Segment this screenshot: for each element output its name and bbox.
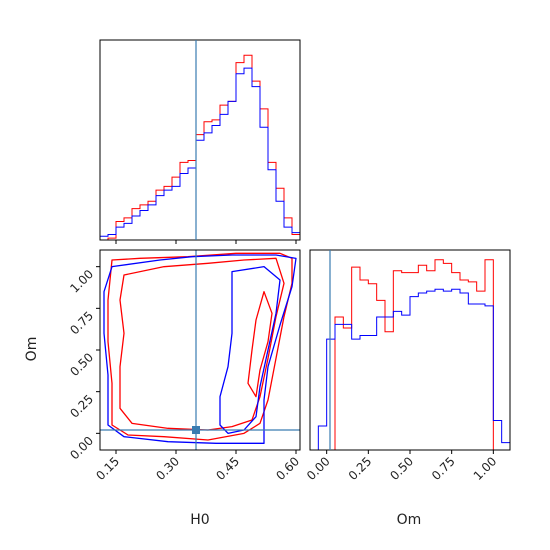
contour-xtick-label-2: 0.45 <box>213 454 242 483</box>
contour-red-level-2 <box>247 291 273 398</box>
contour-xtick-label-1: 0.30 <box>153 454 182 483</box>
h0-frame <box>99 39 301 241</box>
contour-blue-level-1 <box>219 266 281 434</box>
h0-hist-red-series <box>99 54 300 241</box>
om-xtick-label-4: 1.00 <box>471 454 500 483</box>
om-frame <box>309 249 511 451</box>
contour-lines <box>103 252 297 444</box>
contour-panel: 0.15 0.30 0.45 0.60 0.00 0.25 0.50 0.75 1.00 <box>67 249 302 483</box>
om-xtick-label-2: 0.50 <box>387 454 416 483</box>
contour-xtick-label-3: 0.60 <box>273 454 302 483</box>
contour-ytick-label-4: 1.00 <box>67 267 96 296</box>
xlabel-h0: H0 <box>190 512 209 528</box>
h0-hist-blue-series <box>99 67 300 239</box>
om-xtick-label-1: 0.25 <box>346 454 375 483</box>
truth-marker <box>192 426 200 434</box>
om-hist-blue-series <box>309 288 510 451</box>
hist-h0-panel <box>99 39 301 244</box>
contour-blue-level-0 <box>103 254 297 444</box>
om-xtick-label-3: 0.75 <box>429 454 458 483</box>
xlabel-om: Om <box>397 512 422 528</box>
contour-ytick-label-2: 0.50 <box>67 350 96 379</box>
om-xtick-label-0: 0.00 <box>304 454 333 483</box>
contour-ytick-label-0: 0.00 <box>67 434 96 463</box>
contour-red-level-1 <box>119 257 285 431</box>
om-hist-red-series <box>309 259 510 451</box>
ylabel-om: Om <box>24 337 40 362</box>
hist-om-panel: 0.00 0.25 0.50 0.75 1.00 <box>304 249 511 483</box>
contour-ytick-label-3: 0.75 <box>67 309 96 338</box>
contour-xtick-label-0: 0.15 <box>93 454 122 483</box>
contour-ytick-label-1: 0.25 <box>67 392 96 421</box>
